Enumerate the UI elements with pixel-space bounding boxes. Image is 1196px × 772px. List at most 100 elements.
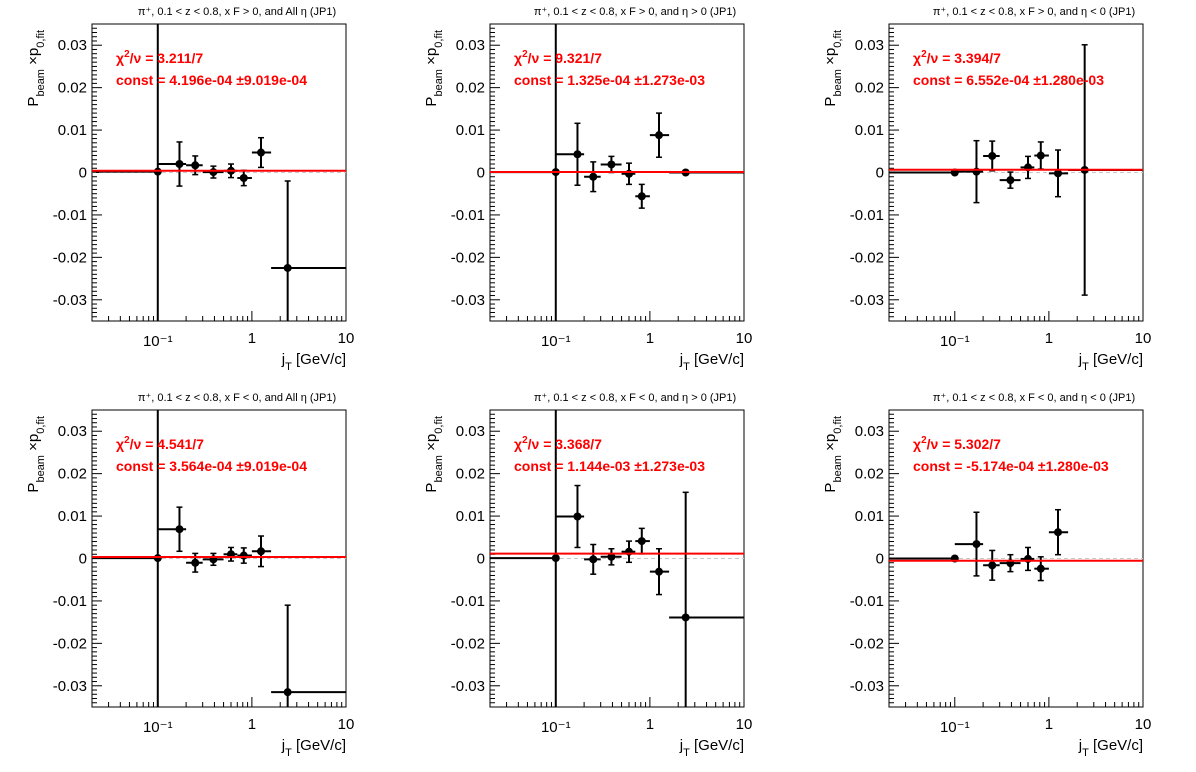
x-tick-label: 10⁻¹ xyxy=(143,719,173,736)
x-tick-label: 10⁻¹ xyxy=(940,719,970,736)
data-marker xyxy=(209,168,218,177)
data-marker xyxy=(589,172,598,181)
data-marker xyxy=(153,554,162,563)
y-tick-label: 0.03 xyxy=(855,423,884,440)
fit-chi2-label: χ2/ν = 3.211/7 xyxy=(116,49,203,66)
y-tick-label: -0.01 xyxy=(451,593,485,610)
chart-title: π⁺, 0.1 < z < 0.8, x F < 0, and η < 0 (J… xyxy=(933,392,1135,404)
y-tick-label: -0.01 xyxy=(451,207,485,224)
data-marker xyxy=(655,131,664,140)
fit-chi2-label: χ2/ν = 3.368/7 xyxy=(514,435,602,452)
data-point xyxy=(1048,508,1069,556)
data-point xyxy=(1020,546,1035,572)
data-point xyxy=(555,122,585,186)
x-axis-label: jT [GeV/c] xyxy=(1078,737,1143,759)
data-marker xyxy=(1036,564,1045,573)
x-tick-label: 1 xyxy=(646,330,654,347)
data-point xyxy=(202,165,224,179)
y-tick-label: -0.01 xyxy=(850,207,884,224)
y-tick-label: 0 xyxy=(477,165,485,182)
data-point xyxy=(983,140,1000,172)
y-tick-label: -0.01 xyxy=(850,593,884,610)
x-tick-label: 1 xyxy=(646,716,654,733)
y-tick-label: -0.03 xyxy=(451,292,485,309)
chart-title: π⁺, 0.1 < z < 0.8, x F < 0, and η > 0 (J… xyxy=(534,392,736,404)
data-marker xyxy=(988,561,997,570)
y-tick-label: 0.02 xyxy=(456,80,485,97)
data-point xyxy=(983,549,1000,581)
x-tick-label: 10⁻¹ xyxy=(541,719,571,736)
data-point xyxy=(954,139,984,204)
y-tick-label: -0.02 xyxy=(451,249,485,266)
x-tick-label: 10 xyxy=(1135,716,1152,733)
y-tick-label: 0 xyxy=(876,165,884,182)
data-point xyxy=(157,141,187,187)
data-point xyxy=(600,547,622,566)
y-tick-label: 0.03 xyxy=(58,423,87,440)
data-marker xyxy=(1024,554,1033,563)
data-series xyxy=(92,410,346,707)
data-point xyxy=(999,553,1021,573)
data-point xyxy=(1034,141,1049,170)
x-axis-label: jT [GeV/c] xyxy=(1078,351,1143,373)
x-axis-label: jT [GeV/c] xyxy=(679,737,744,759)
data-point xyxy=(649,112,670,158)
y-tick-label: 0 xyxy=(477,551,485,568)
data-point xyxy=(490,410,560,707)
chart-panel-3: π⁺, 0.1 < z < 0.8, x F > 0, and η < 0 (J… xyxy=(822,6,1151,373)
chart-title: π⁺, 0.1 < z < 0.8, x F > 0, and η < 0 (J… xyxy=(933,6,1135,18)
x-tick-label: 10⁻¹ xyxy=(940,333,970,350)
x-tick-label: 10 xyxy=(736,716,753,733)
fit-const-label: const = 6.552e-04 ±1.280e-03 xyxy=(913,72,1104,88)
data-marker xyxy=(551,554,560,563)
data-point xyxy=(584,161,601,193)
data-point xyxy=(157,506,187,553)
y-tick-label: -0.01 xyxy=(53,207,87,224)
chart-title: π⁺, 0.1 < z < 0.8, x F < 0, and All η (J… xyxy=(138,392,336,404)
y-tick-label: -0.03 xyxy=(53,678,87,695)
data-marker xyxy=(988,151,997,160)
y-tick-label: 0.03 xyxy=(456,37,485,54)
data-marker xyxy=(655,567,664,576)
data-series xyxy=(889,508,1069,582)
x-axis-label: jT [GeV/c] xyxy=(679,351,744,373)
y-tick-label: 0.01 xyxy=(58,122,87,139)
y-tick-label: 0.03 xyxy=(456,423,485,440)
y-tick-label: 0.03 xyxy=(855,37,884,54)
fit-const-label: const = 4.196e-04 ±9.019e-04 xyxy=(116,72,307,88)
y-tick-label: -0.02 xyxy=(53,249,87,266)
data-point xyxy=(1048,149,1069,198)
y-tick-label: 0.02 xyxy=(58,466,87,483)
chart-panel-2: π⁺, 0.1 < z < 0.8, x F > 0, and η > 0 (J… xyxy=(423,6,752,373)
y-tick-label: -0.03 xyxy=(53,292,87,309)
data-marker xyxy=(573,150,582,159)
x-axis-label: jT [GeV/c] xyxy=(281,737,346,759)
y-tick-label: -0.02 xyxy=(53,635,87,652)
y-tick-label: 0 xyxy=(876,551,884,568)
data-marker xyxy=(239,551,248,560)
y-tick-label: 0.02 xyxy=(58,80,87,97)
data-point xyxy=(600,155,622,174)
data-marker xyxy=(589,555,598,564)
y-tick-label: -0.01 xyxy=(53,593,87,610)
y-tick-label: 0 xyxy=(79,165,87,182)
data-marker xyxy=(283,263,292,272)
y-tick-label: -0.03 xyxy=(850,678,884,695)
data-point xyxy=(271,180,346,321)
data-point xyxy=(954,511,984,577)
y-tick-label: 0.02 xyxy=(456,466,485,483)
y-tick-label: 0.01 xyxy=(456,122,485,139)
y-tick-label: 0.02 xyxy=(855,80,884,97)
data-marker xyxy=(972,540,981,549)
data-point xyxy=(649,547,670,596)
fit-const-label: const = 1.325e-04 ±1.273e-03 xyxy=(514,72,705,88)
y-axis-label: Pbeam ×p0,fit xyxy=(822,30,844,107)
x-tick-label: 10 xyxy=(338,716,355,733)
y-tick-label: 0.02 xyxy=(855,466,884,483)
x-tick-label: 1 xyxy=(1045,716,1053,733)
y-axis-label: Pbeam ×p0,fit xyxy=(423,416,445,493)
fit-const-label: const = 1.144e-03 ±1.273e-03 xyxy=(514,458,705,474)
y-tick-label: -0.02 xyxy=(451,635,485,652)
data-point xyxy=(186,552,203,573)
chart-panel-5: π⁺, 0.1 < z < 0.8, x F < 0, and η > 0 (J… xyxy=(423,392,753,759)
